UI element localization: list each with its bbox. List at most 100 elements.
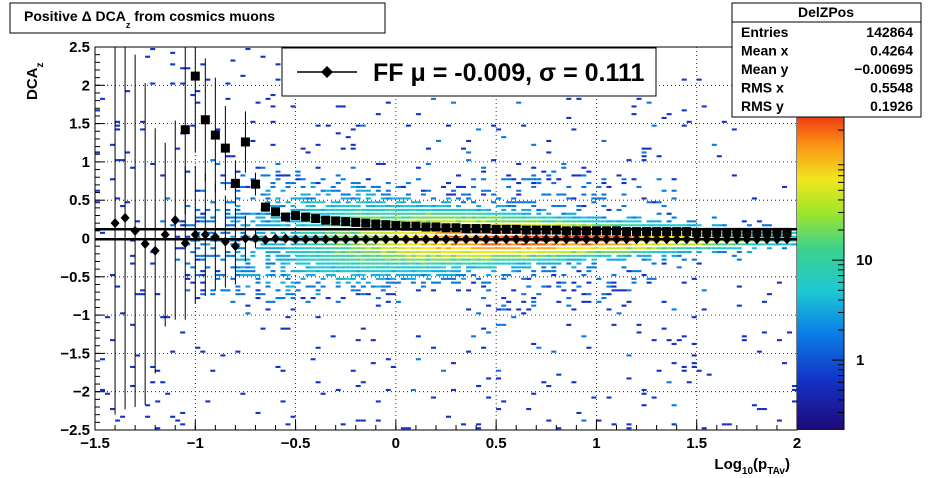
diamond-marker [190, 229, 200, 240]
heatmap-cell [265, 220, 271, 223]
heatmap-cell [225, 216, 231, 219]
heatmap-cell [355, 339, 361, 342]
heatmap-cell [501, 254, 507, 257]
heatmap-cell [285, 327, 291, 330]
square-marker [491, 224, 501, 234]
heatmap-cell [325, 205, 331, 208]
heatmap-cell [651, 247, 657, 250]
heatmap-cell [486, 304, 492, 307]
heatmap-cell [581, 166, 587, 169]
heatmap-cell [521, 312, 527, 315]
heatmap-cell [506, 243, 512, 246]
heatmap-cell [476, 385, 482, 388]
heatmap-cell [596, 254, 602, 257]
heatmap-cell [420, 205, 426, 208]
heatmap-cell [270, 185, 276, 188]
heatmap-cell [571, 216, 577, 219]
heatmap-cell [541, 381, 547, 384]
square-marker [230, 178, 240, 188]
heatmap-cell [541, 220, 547, 223]
heatmap-cell [471, 262, 477, 265]
heatmap-cell [255, 297, 261, 300]
heatmap-cell [476, 262, 482, 265]
heatmap-cell [265, 281, 271, 284]
heatmap-cell [325, 297, 331, 300]
heatmap-cell [395, 262, 401, 265]
heatmap-cell [436, 262, 441, 265]
heatmap-cell [521, 235, 527, 238]
heatmap-cell [365, 212, 371, 215]
heatmap-cell [175, 147, 181, 150]
heatmap-cell [185, 274, 191, 277]
heatmap-cell [205, 208, 211, 211]
xlabel-pre: Log [714, 456, 742, 473]
axes: −1.5 −1 −0.5 0 0.5 1 1.5 2−2.5−2−1.5−1−0.500.51… [60, 39, 801, 452]
heatmap-cell [300, 235, 306, 238]
heatmap-cell [230, 155, 236, 158]
heatmap-cell [521, 266, 527, 269]
heatmap-cell [235, 208, 241, 211]
heatmap-cell [265, 189, 271, 192]
diamond-marker [381, 234, 391, 245]
y-tick-label: 0 [82, 231, 90, 248]
heatmap-cell [425, 189, 431, 192]
heatmap-cell [551, 266, 557, 269]
heatmap-cell [325, 266, 331, 269]
y-tick-label: −2.5 [60, 422, 90, 439]
heatmap-cell [380, 251, 386, 254]
heatmap-cell [531, 304, 537, 307]
heatmap-cell [190, 281, 196, 284]
heatmap-cell [360, 231, 366, 234]
heatmap-cell [265, 308, 271, 311]
heatmap-cell [425, 162, 431, 165]
heatmap-cell [641, 147, 647, 150]
heatmap-cell [521, 201, 527, 204]
heatmap-cell [586, 224, 592, 227]
heatmap-cell [195, 189, 201, 192]
heatmap-cell [561, 274, 567, 277]
heatmap-cell [526, 258, 532, 261]
heatmap-cell [375, 274, 381, 277]
heatmap-cell [300, 251, 306, 254]
heatmap-cell [456, 243, 461, 246]
heatmap-cell [110, 274, 115, 277]
heatmap-cell [405, 247, 411, 250]
heatmap-cell [521, 262, 527, 265]
heatmap-cell [310, 197, 316, 200]
heatmap-cell [541, 285, 547, 288]
heatmap-cell [370, 216, 376, 219]
heatmap-cell [611, 220, 617, 223]
heatmap-cell [355, 205, 361, 208]
heatmap-cell [355, 193, 361, 196]
heatmap-cell [501, 208, 507, 211]
heatmap-cell [621, 182, 627, 185]
heatmap-cell [611, 323, 617, 326]
heatmap-cell [305, 224, 311, 227]
square-marker [220, 143, 230, 153]
heatmap-cell [355, 274, 361, 277]
heatmap-cell [260, 247, 266, 250]
heatmap-cell [591, 254, 597, 257]
heatmap-cell [410, 266, 416, 269]
heatmap-cell [385, 189, 391, 192]
heatmap-cell [275, 197, 281, 200]
heatmap-cell [245, 212, 251, 215]
heatmap-cell [436, 270, 441, 273]
heatmap-cell [656, 247, 662, 250]
heatmap-cell [581, 251, 587, 254]
heatmap-cell [561, 281, 567, 284]
title-pre: Positive Δ DCA [24, 8, 126, 24]
heatmap-cell [571, 220, 577, 223]
heatmap-cell [436, 266, 441, 269]
heatmap-cell [591, 258, 597, 261]
heatmap-cell [275, 247, 281, 250]
heatmap-cell [566, 297, 572, 300]
heatmap-cell [511, 220, 517, 223]
heatmap-cell [676, 224, 682, 227]
heatmap-cell [335, 254, 341, 257]
heatmap-cell [556, 235, 562, 238]
square-marker [632, 227, 642, 237]
heatmap-cell [701, 289, 707, 292]
heatmap-cell [446, 231, 451, 234]
heatmap-cell [526, 262, 532, 265]
